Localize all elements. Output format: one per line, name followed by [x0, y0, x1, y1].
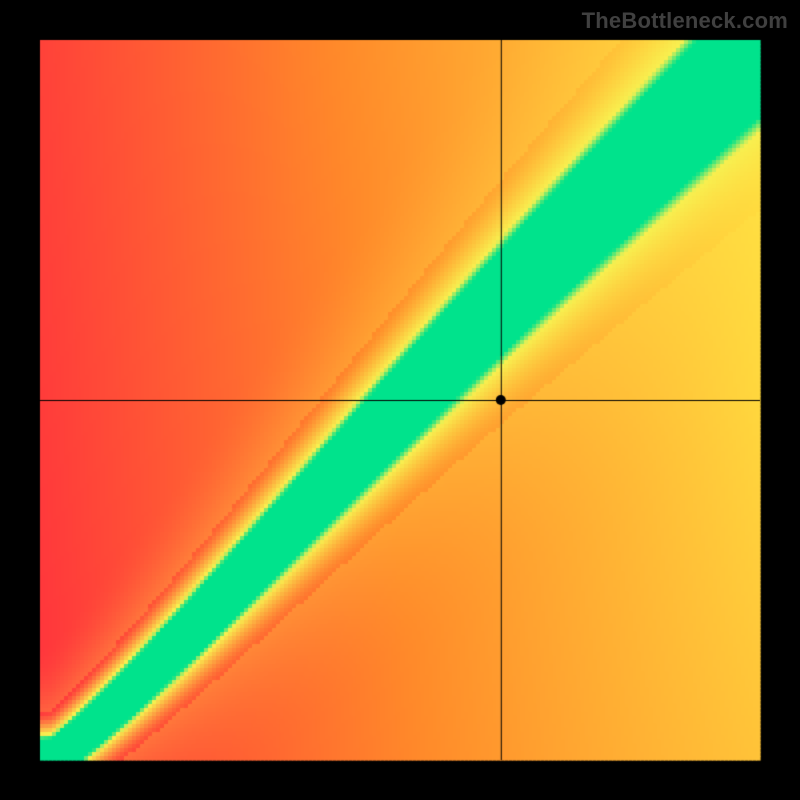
watermark-text: TheBottleneck.com	[582, 8, 788, 34]
bottleneck-heatmap	[0, 0, 800, 800]
chart-container: TheBottleneck.com	[0, 0, 800, 800]
